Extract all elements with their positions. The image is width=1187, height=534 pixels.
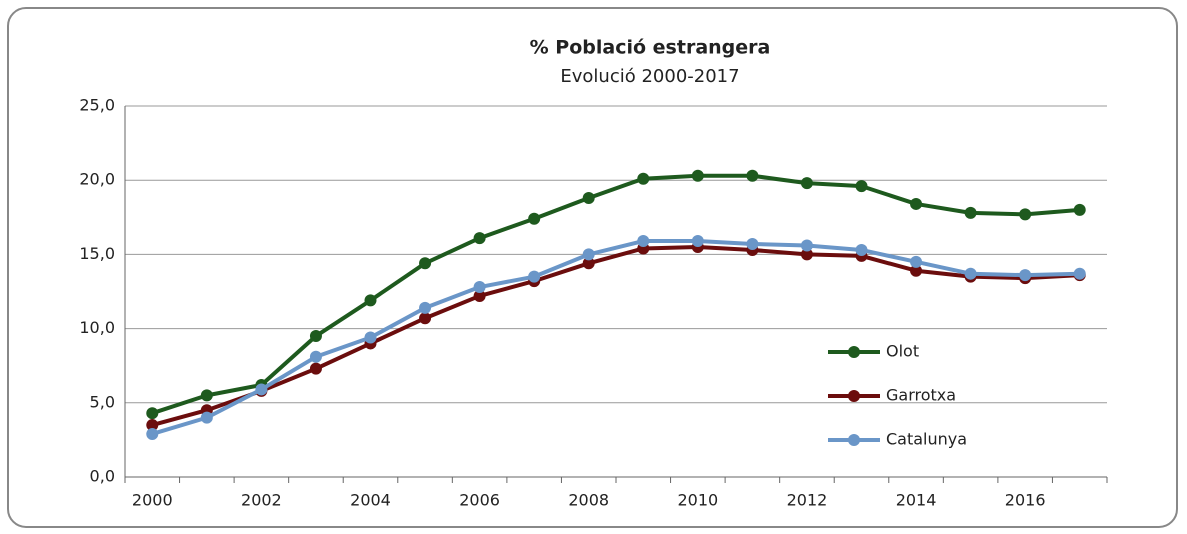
legend-label: Olot bbox=[886, 342, 919, 361]
data-point bbox=[473, 232, 486, 245]
data-point bbox=[473, 289, 486, 302]
data-point bbox=[146, 407, 159, 420]
data-point bbox=[582, 192, 595, 205]
y-tick-label: 25,0 bbox=[79, 96, 115, 115]
data-point bbox=[309, 330, 322, 343]
data-point bbox=[309, 362, 322, 375]
data-point bbox=[637, 172, 650, 185]
data-point bbox=[364, 294, 377, 307]
legend-marker bbox=[848, 346, 860, 358]
data-point bbox=[637, 235, 650, 248]
data-point bbox=[746, 238, 759, 251]
x-tick-label: 2002 bbox=[241, 491, 282, 510]
legend-marker bbox=[848, 390, 860, 402]
data-point bbox=[855, 180, 868, 193]
data-point bbox=[800, 248, 813, 261]
x-tick-label: 2000 bbox=[132, 491, 173, 510]
data-point bbox=[473, 281, 486, 294]
y-tick-label: 15,0 bbox=[79, 244, 115, 263]
data-point bbox=[855, 243, 868, 256]
data-point bbox=[800, 177, 813, 190]
data-point bbox=[419, 301, 432, 314]
y-tick-label: 0,0 bbox=[90, 467, 115, 486]
series-line bbox=[151, 239, 1080, 436]
data-point bbox=[964, 206, 977, 219]
data-point bbox=[255, 383, 268, 396]
data-point bbox=[582, 257, 595, 270]
legend-marker bbox=[848, 434, 860, 446]
data-point bbox=[200, 389, 213, 402]
data-point bbox=[800, 239, 813, 252]
data-point bbox=[910, 197, 923, 210]
x-tick-label: 2014 bbox=[896, 491, 937, 510]
data-point bbox=[1073, 203, 1086, 216]
x-tick-label: 2010 bbox=[677, 491, 718, 510]
data-point bbox=[200, 411, 213, 424]
data-point bbox=[364, 331, 377, 344]
data-point bbox=[309, 350, 322, 363]
data-point bbox=[964, 267, 977, 280]
series-line bbox=[151, 173, 1080, 416]
data-point bbox=[1073, 267, 1086, 280]
data-point bbox=[691, 169, 704, 182]
legend-label: Garrotxa bbox=[886, 386, 956, 405]
data-point bbox=[746, 169, 759, 182]
data-point bbox=[419, 257, 432, 270]
x-tick-label: 2004 bbox=[350, 491, 391, 510]
data-point bbox=[1019, 269, 1032, 282]
data-point bbox=[146, 419, 159, 432]
y-tick-label: 20,0 bbox=[79, 170, 115, 189]
x-tick-label: 2012 bbox=[787, 491, 828, 510]
data-point bbox=[910, 264, 923, 277]
data-point bbox=[528, 270, 541, 283]
x-tick-label: 2008 bbox=[568, 491, 609, 510]
data-point bbox=[146, 427, 159, 440]
chart-title: % Població estrangera bbox=[530, 37, 771, 59]
data-point bbox=[582, 248, 595, 261]
data-point bbox=[910, 255, 923, 268]
data-point bbox=[419, 312, 432, 325]
chart-subtitle: Evolució 2000-2017 bbox=[560, 66, 739, 87]
y-tick-label: 10,0 bbox=[79, 318, 115, 337]
y-tick-label: 5,0 bbox=[90, 392, 115, 411]
series-line bbox=[151, 244, 1080, 427]
legend-label: Catalunya bbox=[886, 430, 967, 449]
x-tick-label: 2016 bbox=[1005, 491, 1046, 510]
x-tick-label: 2006 bbox=[459, 491, 500, 510]
data-point bbox=[691, 235, 704, 248]
data-point bbox=[528, 212, 541, 225]
data-point bbox=[1019, 208, 1032, 221]
